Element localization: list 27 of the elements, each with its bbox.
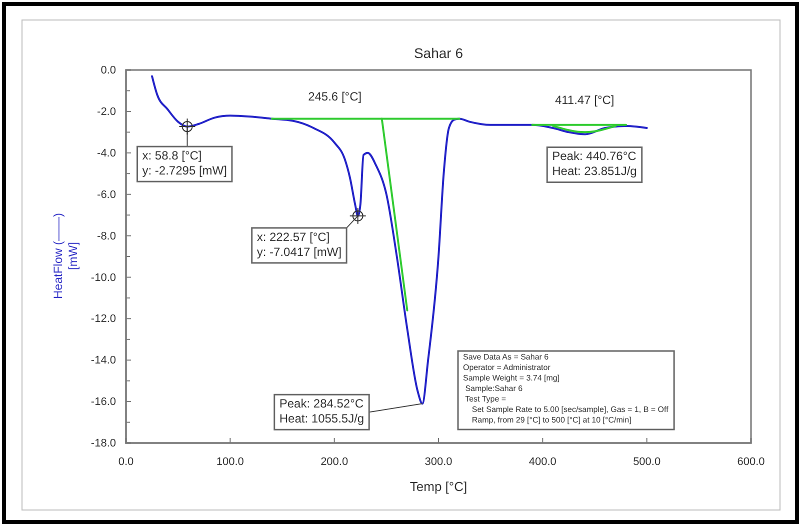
annotation: x: 222.57 [°C] y: -7.0417 [mW] <box>256 230 342 259</box>
y-tick-label: -12.0 <box>90 313 116 326</box>
annotation: x: 58.8 [°C] y: -2.7295 [mW] <box>142 148 227 178</box>
x-tick-label: 400.0 <box>528 456 556 468</box>
y-tick-label: -18.0 <box>90 438 116 450</box>
y-axis-title: HeatFlow (——) [mW] <box>51 212 80 300</box>
x-tick-label: 200.0 <box>320 456 348 468</box>
y-tick-label: -10.0 <box>90 272 116 284</box>
y-tick-label: 0.0 <box>100 64 116 77</box>
y-tick-label: -6.0 <box>97 188 116 201</box>
annotation: Peak: 440.76°C Heat: 23.851J/g <box>552 149 637 178</box>
annotation: Peak: 284.52°C Heat: 1055.5J/g <box>279 396 364 426</box>
x-tick-label: 600.0 <box>737 456 765 468</box>
x-tick-label: 500.0 <box>633 456 661 468</box>
y-tick-label: -16.0 <box>90 396 116 408</box>
annotation: Save Data As = Sahar 6 Operator = Administrator Sample Weight = 3.74 [mg] Sample:Sahar 6 Test Type = Set Sample Rate to 5.00 [sec/sample], Gas = 1, B = Off Ramp, from 29 [°C] to 500 [°C] at 10 [°C/min] <box>463 352 670 424</box>
annotation: 411.47 [°C] <box>554 92 614 107</box>
y-tick-label: -2.0 <box>97 106 116 118</box>
chart-title: Sahar 6 <box>414 45 464 61</box>
x-tick-label: 300.0 <box>424 456 452 468</box>
x-axis-title: Temp [°C] <box>410 479 468 494</box>
x-tick-label: 0.0 <box>118 456 134 468</box>
y-tick-label: -14.0 <box>90 354 116 367</box>
x-tick-label: 100.0 <box>216 456 244 468</box>
annotation: 245.6 [°C] <box>308 90 362 104</box>
y-tick-label: -4.0 <box>97 147 116 160</box>
y-tick-label: -8.0 <box>97 230 116 242</box>
